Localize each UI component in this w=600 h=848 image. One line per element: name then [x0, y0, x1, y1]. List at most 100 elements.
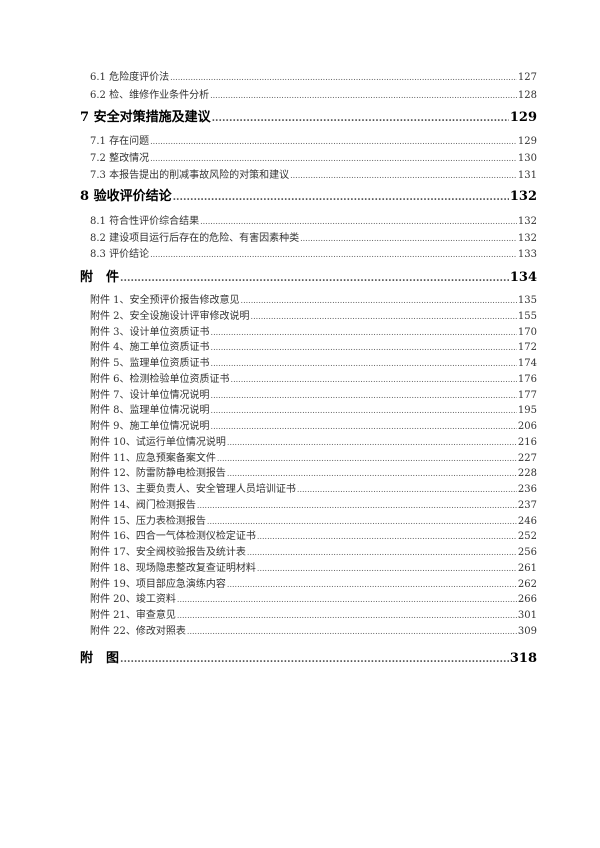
toc-entry-title: 7.2 整改情况 — [90, 153, 150, 164]
toc-entry-title: 6.2 检、维修作业条件分析 — [90, 90, 210, 101]
toc-entry-title: 附件 1、安全预评价报告修改意见 — [90, 295, 240, 306]
toc-entry-title: 附件 7、设计单位情况说明 — [90, 389, 210, 401]
toc-entry-title: 附件 5、监理单位资质证书 — [90, 358, 210, 370]
dot-leader — [257, 530, 517, 544]
toc-entry-page: 132 — [517, 216, 537, 227]
dot-leader — [212, 110, 509, 128]
toc-entry-page: 227 — [517, 452, 537, 464]
toc-entry-page: 177 — [517, 389, 537, 401]
dot-leader — [227, 467, 517, 481]
toc-entry[interactable]: 附件 1、安全预评价报告修改意见 135 — [90, 294, 537, 308]
toc-entry[interactable]: 6.1 危险度评价法 127 — [90, 71, 537, 85]
dot-leader — [211, 357, 517, 371]
toc-entry-page: 261 — [517, 562, 537, 574]
toc-entry[interactable]: 附件 12、防雷防静电检测报告 228 — [90, 467, 537, 481]
toc-entry-title: 7.3 本报告提出的削减事故风险的对策和建议 — [90, 170, 290, 181]
dot-leader — [177, 593, 517, 607]
toc-entry-title: 8.1 符合性评价综合结果 — [90, 216, 200, 227]
toc-entry-page: 216 — [517, 436, 537, 448]
toc-entry[interactable]: 附件 18、现场隐患整改复查证明材料 261 — [90, 562, 537, 576]
toc-entry-title: 附件 16、四合一气体检测仪检定证书 — [90, 531, 256, 543]
dot-leader — [227, 578, 517, 592]
toc-entry-page: 228 — [517, 468, 537, 480]
toc-entry-title: 附件 2、安全设施设计评审修改说明 — [90, 310, 250, 322]
toc-entry-title: 8.3 评价结论 — [90, 249, 150, 260]
toc-chapter-entry[interactable]: 7 安全对策措施及建议 129 — [80, 109, 537, 127]
toc-entry-title: 附件 14、阀门检测报告 — [90, 499, 196, 511]
toc-entry[interactable]: 附件 10、试运行单位情况说明 216 — [90, 436, 537, 450]
toc-entry[interactable]: 附件 8、监理单位情况说明 195 — [90, 404, 537, 418]
toc-chapter-entry[interactable]: 附 图 318 — [80, 650, 537, 668]
toc-entry[interactable]: 附件 15、压力表检测报告 246 — [90, 515, 537, 529]
toc-entry[interactable]: 附件 16、四合一气体检测仪检定证书 252 — [90, 530, 537, 544]
dot-leader — [210, 89, 517, 103]
dot-leader — [251, 310, 517, 324]
dot-leader — [231, 373, 517, 387]
toc-entry-page: 176 — [517, 373, 537, 385]
toc-entry-page: 170 — [517, 326, 537, 338]
toc-entry[interactable]: 7.2 整改情况 130 — [90, 152, 537, 166]
toc-entry-page: 237 — [517, 499, 537, 511]
toc-entry[interactable]: 附件 7、设计单位情况说明 177 — [90, 389, 537, 403]
toc-entry[interactable]: 附件 21、审查意见 301 — [90, 609, 537, 623]
dot-leader — [227, 436, 517, 450]
dot-leader — [247, 546, 517, 560]
toc-entry-title: 附件 20、竣工资料 — [90, 594, 176, 606]
toc-entry[interactable]: 7.3 本报告提出的削减事故风险的对策和建议 131 — [90, 169, 537, 183]
toc-entry-page: 134 — [509, 270, 537, 285]
toc-entry-page: 132 — [517, 233, 537, 244]
toc-entry[interactable]: 附件 14、阀门检测报告 237 — [90, 499, 537, 513]
dot-leader — [297, 483, 517, 497]
toc-entry[interactable]: 附件 17、安全阀校验报告及统计表 256 — [90, 546, 537, 560]
toc-entry[interactable]: 附件 3、设计单位资质证书 170 — [90, 326, 537, 340]
dot-leader — [170, 71, 517, 85]
toc-entry[interactable]: 附件 13、主要负责人、安全管理人员培训证书 236 — [90, 483, 537, 497]
toc-entry[interactable]: 附件 2、安全设施设计评审修改说明 155 — [90, 310, 537, 324]
toc-entry-page: 155 — [517, 310, 537, 322]
toc-entry-title: 附件 18、现场隐患整改复查证明材料 — [90, 562, 256, 574]
toc-entry-page: 132 — [509, 189, 537, 204]
toc-entry[interactable]: 附件 19、项目部应急演练内容 262 — [90, 578, 537, 592]
toc-entry-page: 127 — [517, 72, 537, 83]
dot-leader — [187, 625, 517, 639]
toc-entry[interactable]: 8.1 符合性评价综合结果 132 — [90, 215, 537, 229]
toc-entry[interactable]: 7.1 存在问题 129 — [90, 135, 537, 149]
toc-entry[interactable]: 附件 11、应急预案备案文件 227 — [90, 452, 537, 466]
toc-entry-page: 130 — [517, 153, 537, 164]
dot-leader — [120, 270, 509, 288]
toc-entry-page: 174 — [517, 358, 537, 370]
toc-entry[interactable]: 附件 22、修改对照表 309 — [90, 625, 537, 639]
dot-leader — [150, 135, 517, 149]
toc-entry[interactable]: 8.3 评价结论 133 — [90, 248, 537, 262]
toc-entry-title: 附 件 — [80, 270, 120, 285]
toc-entry[interactable]: 附件 9、施工单位情况说明 206 — [90, 420, 537, 434]
toc-entry[interactable]: 附件 6、检测检验单位资质证书 176 — [90, 373, 537, 387]
toc-chapter-entry[interactable]: 附 件 134 — [80, 269, 537, 287]
toc-entry[interactable]: 附件 20、竣工资料 266 — [90, 593, 537, 607]
toc-entry-title: 附件 9、施工单位情况说明 — [90, 421, 210, 433]
toc-entry-title: 附件 6、检测检验单位资质证书 — [90, 373, 230, 385]
toc-entry-page: 262 — [517, 578, 537, 590]
toc-entry-page: 128 — [517, 90, 537, 101]
dot-leader — [211, 420, 517, 434]
toc-entry[interactable]: 附件 5、监理单位资质证书 174 — [90, 357, 537, 371]
toc-entry[interactable]: 6.2 检、维修作业条件分析 128 — [90, 89, 537, 103]
toc-chapter-entry[interactable]: 8 验收评价结论 132 — [80, 188, 537, 206]
toc-entry-page: 135 — [517, 295, 537, 306]
toc-entry[interactable]: 附件 4、施工单位资质证书 172 — [90, 341, 537, 355]
toc-entry-page: 266 — [517, 594, 537, 606]
toc-entry-title: 7.1 存在问题 — [90, 136, 150, 147]
toc-entry-page: 131 — [517, 170, 537, 181]
toc-entry-page: 133 — [517, 249, 537, 260]
toc-entry-title: 附件 4、施工单位资质证书 — [90, 342, 210, 354]
dot-leader — [211, 326, 517, 340]
toc-entry[interactable]: 8.2 建设项目运行后存在的危险、有害因素种类 132 — [90, 232, 537, 246]
toc-entry-page: 236 — [517, 484, 537, 496]
dot-leader — [120, 651, 509, 669]
dot-leader — [241, 294, 517, 308]
toc-entry-page: 318 — [509, 651, 537, 666]
dot-leader — [211, 389, 517, 403]
dot-leader — [300, 232, 517, 246]
dot-leader — [207, 515, 517, 529]
toc-entry-title: 附件 11、应急预案备案文件 — [90, 452, 216, 464]
